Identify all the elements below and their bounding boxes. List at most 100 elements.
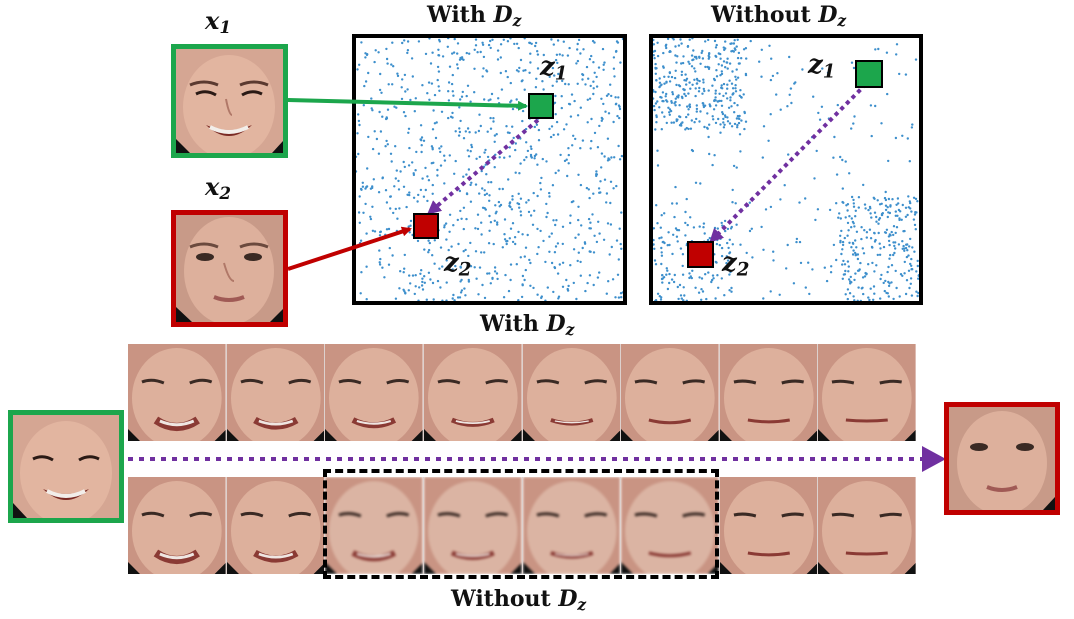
scatter-point	[407, 225, 410, 228]
scatter-point	[846, 209, 849, 212]
scatter-point	[385, 57, 389, 61]
scatter-point	[399, 270, 402, 273]
scatter-point	[849, 280, 852, 283]
scatter-point	[894, 269, 897, 273]
scatter-point	[695, 104, 698, 107]
scatter-point	[429, 278, 432, 281]
scatter-point	[769, 113, 772, 116]
scatter-point	[511, 107, 515, 111]
scatter-point	[565, 278, 568, 282]
scatter-point	[453, 299, 456, 301]
scatter-point	[592, 251, 596, 254]
scatter-point	[734, 87, 737, 90]
scatter-point	[370, 97, 373, 100]
scatter-point	[487, 43, 491, 47]
scatter-point	[736, 56, 740, 60]
scatter-point	[720, 84, 723, 87]
scatter-point	[385, 201, 389, 204]
scatter-point	[424, 188, 427, 192]
scatter-point	[473, 266, 476, 269]
scatter-point	[660, 236, 663, 239]
scatter-point	[911, 123, 914, 126]
scatter-point	[698, 276, 701, 279]
scatter-point	[615, 102, 618, 106]
scatter-point	[595, 170, 598, 173]
scatter-point	[440, 110, 444, 114]
scatter-point	[358, 195, 361, 198]
scatter-point	[496, 58, 500, 61]
scatter-point	[696, 79, 699, 82]
scatter-point	[684, 94, 687, 98]
z1-marker-without-dz	[855, 60, 883, 88]
scatter-point	[719, 123, 722, 126]
scatter-point	[846, 288, 850, 291]
scatter-point	[602, 63, 605, 66]
scatter-point	[735, 166, 738, 169]
scatter-point	[535, 77, 538, 80]
scatter-point	[620, 296, 623, 299]
scatter-point	[598, 271, 601, 274]
scatter-point	[884, 208, 888, 212]
scatter-point	[852, 249, 855, 252]
scatter-point	[436, 65, 440, 69]
scatter-point	[877, 231, 880, 235]
scatter-point	[389, 207, 392, 210]
scatter-point	[565, 158, 568, 161]
scatter-point	[714, 92, 717, 95]
scatter-point	[891, 198, 894, 201]
scatter-point	[728, 122, 732, 125]
scatter-point	[653, 43, 656, 46]
scatter-point	[722, 60, 726, 63]
scatter-point	[729, 227, 733, 230]
scatter-point	[678, 283, 682, 287]
scatter-point	[499, 43, 503, 46]
scatter-point	[734, 90, 738, 93]
scatter-point	[561, 54, 564, 57]
scatter-point	[660, 254, 664, 257]
scatter-point	[412, 173, 416, 177]
scatter-point	[615, 184, 618, 188]
scatter-point	[395, 229, 399, 233]
scatter-point	[384, 145, 387, 148]
scatter-point	[610, 245, 613, 249]
scatter-point	[439, 164, 443, 167]
scatter-point	[905, 243, 908, 246]
scatter-point	[360, 41, 363, 44]
scatter-point	[460, 56, 464, 59]
scatter-point	[686, 105, 689, 108]
interpolation-frame	[423, 477, 523, 574]
scatter-point	[719, 237, 722, 240]
scatter-point	[577, 233, 580, 236]
scatter-point	[904, 73, 908, 76]
scatter-point	[427, 248, 431, 252]
scatter-point	[475, 157, 478, 160]
scatter-point	[605, 292, 608, 295]
scatter-point	[473, 91, 476, 94]
scatter-point	[460, 217, 463, 220]
scatter-point	[586, 281, 589, 285]
scatter-point	[659, 298, 663, 301]
scatter-point	[832, 243, 836, 247]
scatter-point	[717, 63, 720, 66]
interpolation-strip-with-dz	[128, 344, 916, 441]
scatter-point	[499, 71, 502, 75]
scatter-point	[674, 45, 677, 48]
scatter-point	[760, 48, 763, 51]
scatter-point	[697, 291, 701, 294]
scatter-point	[762, 297, 765, 300]
scatter-point	[546, 211, 549, 215]
scatter-point	[742, 93, 745, 96]
scatter-point	[716, 238, 719, 242]
scatter-point	[492, 242, 495, 246]
scatter-point	[890, 230, 893, 234]
scatter-point	[467, 168, 471, 171]
scatter-point	[469, 100, 472, 103]
scatter-point	[855, 253, 858, 256]
scatter-point	[393, 185, 396, 188]
scatter-point	[853, 225, 856, 228]
scatter-point	[662, 100, 665, 103]
scatter-point	[761, 156, 764, 159]
scatter-point	[904, 246, 908, 250]
scatter-point	[392, 211, 395, 215]
scatter-point	[567, 284, 570, 288]
